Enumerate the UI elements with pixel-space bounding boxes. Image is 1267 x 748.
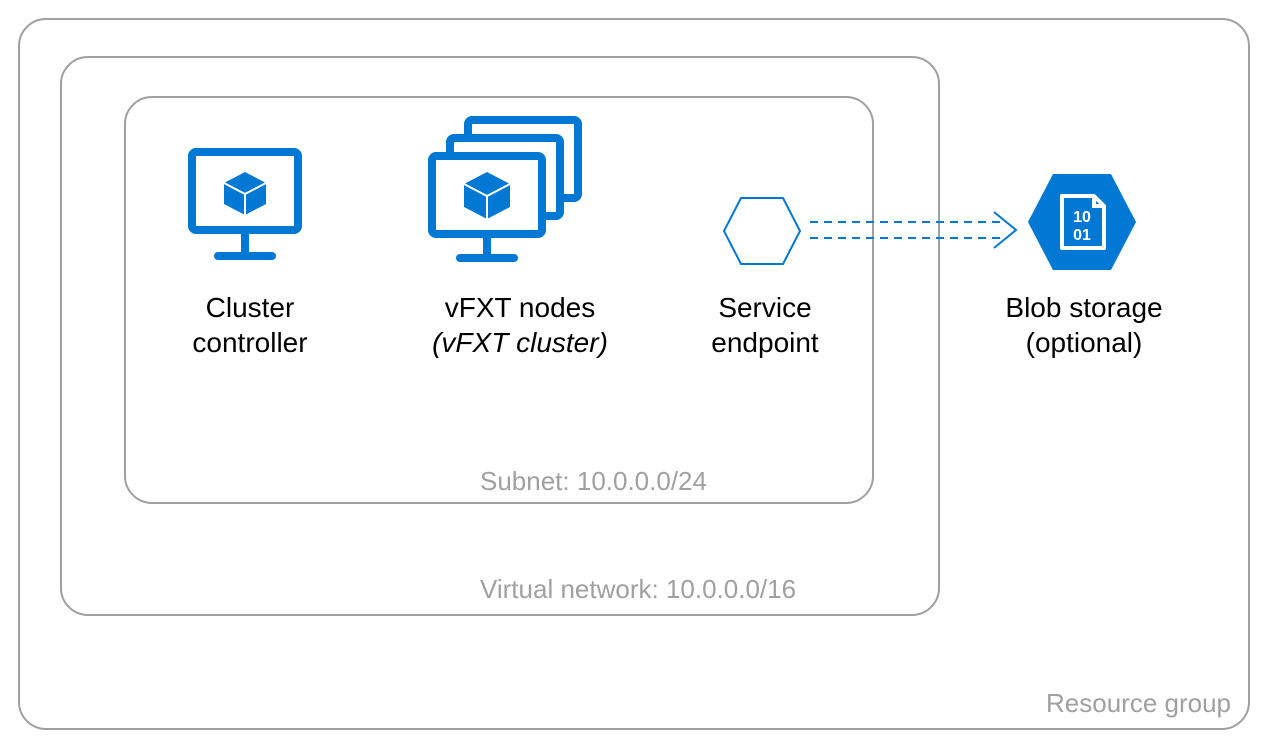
dashed-arrow-icon: [806, 210, 1020, 250]
blob-hex-icon: 10 01: [1024, 170, 1140, 274]
service-endpoint-label-line1: Service: [718, 292, 811, 323]
vfxt-nodes-label: vFXT nodes (vFXT cluster): [410, 290, 630, 360]
cluster-controller-label-line1: Cluster: [206, 292, 295, 323]
svg-text:01: 01: [1073, 227, 1091, 244]
vm-single-icon: [180, 140, 310, 270]
vm-multi-icon: [410, 110, 600, 275]
diagram-canvas: Resource group Virtual network: 10.0.0.0…: [0, 0, 1267, 748]
service-endpoint-label: Service endpoint: [680, 290, 850, 360]
svg-text:10: 10: [1073, 209, 1091, 226]
cluster-controller-label-line2: controller: [192, 327, 307, 358]
blob-storage-label: Blob storage (optional): [994, 290, 1174, 360]
blob-storage-label-line2: (optional): [1026, 327, 1143, 358]
resource-group-label: Resource group: [1046, 688, 1231, 719]
service-endpoint-label-line2: endpoint: [711, 327, 818, 358]
blob-storage-label-line1: Blob storage: [1005, 292, 1162, 323]
cluster-controller-label: Cluster controller: [150, 290, 350, 360]
vfxt-nodes-label-line1: vFXT nodes: [445, 292, 595, 323]
subnet-label: Subnet: 10.0.0.0/24: [480, 466, 707, 497]
vnet-label: Virtual network: 10.0.0.0/16: [480, 574, 796, 605]
hexagon-outline-icon: [720, 194, 804, 268]
vfxt-nodes-label-line2: (vFXT cluster): [432, 327, 608, 358]
